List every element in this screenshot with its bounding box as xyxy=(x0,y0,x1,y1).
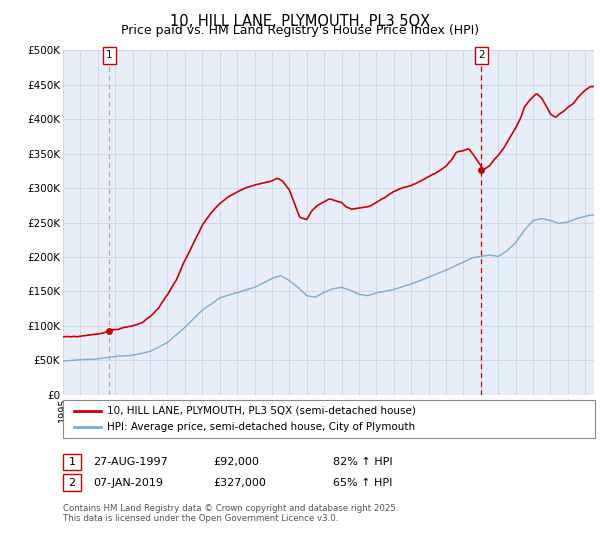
Text: £92,000: £92,000 xyxy=(213,457,259,467)
Text: Contains HM Land Registry data © Crown copyright and database right 2025.
This d: Contains HM Land Registry data © Crown c… xyxy=(63,504,398,524)
Text: 1: 1 xyxy=(68,457,76,467)
Text: 1: 1 xyxy=(106,50,112,60)
Text: 2: 2 xyxy=(478,50,485,60)
Text: 07-JAN-2019: 07-JAN-2019 xyxy=(93,478,163,488)
Text: 27-AUG-1997: 27-AUG-1997 xyxy=(93,457,168,467)
Text: 10, HILL LANE, PLYMOUTH, PL3 5QX (semi-detached house): 10, HILL LANE, PLYMOUTH, PL3 5QX (semi-d… xyxy=(107,405,416,416)
Text: 10, HILL LANE, PLYMOUTH, PL3 5QX: 10, HILL LANE, PLYMOUTH, PL3 5QX xyxy=(170,14,430,29)
Text: Price paid vs. HM Land Registry's House Price Index (HPI): Price paid vs. HM Land Registry's House … xyxy=(121,24,479,37)
Text: 65% ↑ HPI: 65% ↑ HPI xyxy=(333,478,392,488)
Text: HPI: Average price, semi-detached house, City of Plymouth: HPI: Average price, semi-detached house,… xyxy=(107,422,415,432)
Text: £327,000: £327,000 xyxy=(213,478,266,488)
Text: 82% ↑ HPI: 82% ↑ HPI xyxy=(333,457,392,467)
Text: 2: 2 xyxy=(68,478,76,488)
